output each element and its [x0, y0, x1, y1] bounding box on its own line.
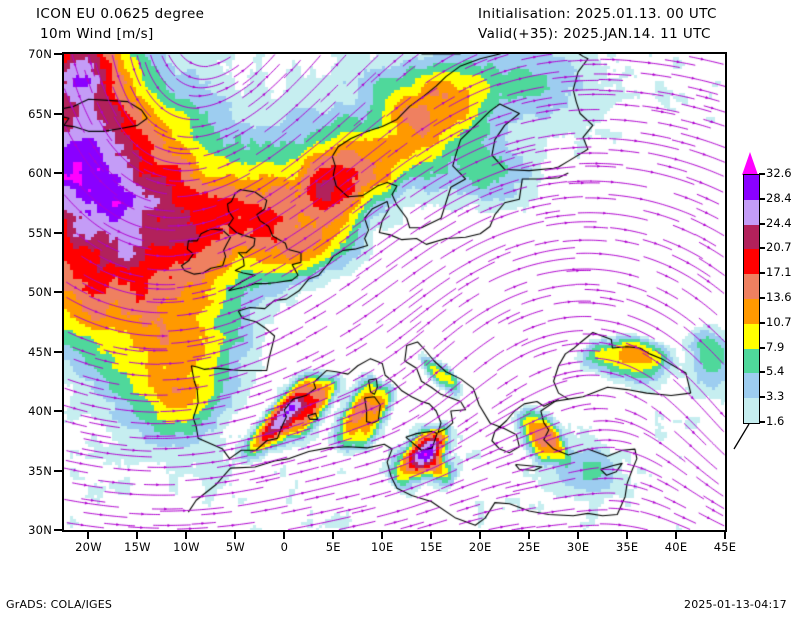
latitude-tick — [54, 112, 62, 115]
colorbar-tail-line — [733, 423, 750, 450]
longitude-tick-label: 30E — [566, 540, 590, 554]
longitude-tick-label: 15E — [419, 540, 443, 554]
colorbar-band — [744, 199, 759, 225]
colorbar-tick-label: 10.7 — [766, 314, 792, 329]
latitude-tick-label: 60N — [28, 166, 52, 180]
longitude-tick — [136, 532, 139, 539]
colorbar-tick — [759, 197, 765, 200]
longitude-tick-label: 10W — [173, 540, 200, 554]
longitude-tick — [577, 532, 580, 539]
latitude-tick — [54, 410, 62, 412]
latitude-tick-label: 55N — [28, 225, 52, 240]
longitude-tick — [381, 532, 384, 539]
colorbar-tick — [759, 321, 765, 324]
colorbar-tick — [759, 173, 765, 175]
latitude-tick — [54, 172, 62, 174]
latitude-tick-label: 65N — [28, 106, 52, 121]
colorbar-tick-label: 20.7 — [766, 240, 792, 255]
latitude-tick-label: 40N — [28, 404, 52, 418]
colorbar-tick-label: 1.6 — [766, 414, 785, 428]
initialisation-label: Initialisation: 2025.01.13. 00 UTC — [478, 6, 717, 22]
latitude-tick — [54, 529, 62, 531]
colorbar-tick — [759, 346, 765, 349]
colorbar-tick — [759, 396, 765, 399]
longitude-tick — [185, 532, 188, 539]
colorbar-underflow-tail — [730, 423, 750, 450]
longitude-tick-label: 0 — [280, 540, 289, 554]
longitude-tick — [332, 532, 335, 539]
wind-speed-colorbar[interactable] — [743, 174, 760, 424]
longitude-tick-label: 5E — [325, 540, 341, 554]
longitude-tick — [528, 532, 531, 539]
latitude-tick — [54, 350, 62, 353]
latitude-tick-label: 35N — [28, 463, 52, 478]
latitude-tick — [54, 291, 62, 293]
colorbar-band — [744, 274, 759, 299]
colorbar-tick — [759, 371, 765, 374]
longitude-tick — [626, 532, 629, 539]
colorbar-band — [744, 323, 759, 349]
longitude-tick — [430, 532, 433, 539]
colorbar-band — [744, 398, 759, 423]
colorbar-band — [744, 224, 759, 250]
colorbar-tick-label: 28.4 — [766, 190, 792, 205]
longitude-tick-label: 25E — [517, 540, 541, 554]
colorbar-tick-label: 5.4 — [766, 364, 785, 379]
colorbar-tick-label: 7.9 — [766, 339, 785, 354]
latitude-tick-label: 30N — [28, 523, 52, 537]
longitude-tick-label: 5W — [225, 540, 245, 554]
colorbar-tick — [759, 272, 765, 275]
valid-time-label: Valid(+35): 2025.JAN.14. 11 UTC — [478, 26, 711, 42]
colorbar-tick — [759, 297, 765, 299]
colorbar-tick — [759, 421, 765, 423]
render-timestamp: 2025-01-13-04:17 — [684, 598, 787, 611]
colorbar-band — [744, 348, 759, 374]
colorbar-band — [744, 249, 759, 275]
latitude-tick — [54, 469, 62, 472]
longitude-tick-label: 40E — [664, 540, 688, 554]
map-plot-area[interactable] — [62, 52, 727, 532]
grads-credit: GrADS: COLA/IGES — [6, 598, 113, 611]
colorbar-tick-label: 13.6 — [766, 290, 792, 304]
colorbar-tick — [759, 222, 765, 225]
longitude-tick-label: 20W — [75, 540, 102, 554]
latitude-tick-label: 45N — [28, 344, 52, 359]
colorbar-band — [744, 175, 759, 200]
latitude-tick — [54, 53, 62, 55]
longitude-tick — [283, 532, 286, 539]
colorbar-tick-label: 32.6 — [766, 166, 792, 180]
model-title: ICON EU 0.0625 degree — [36, 6, 205, 22]
longitude-tick — [724, 532, 726, 539]
colorbar-overflow-arrow — [742, 152, 758, 175]
colorbar-band — [744, 298, 759, 324]
colorbar-tick-label: 24.4 — [766, 215, 792, 230]
longitude-tick-label: 15W — [124, 540, 151, 554]
latitude-tick-label: 70N — [28, 47, 52, 61]
longitude-tick-label: 35E — [615, 540, 639, 554]
longitude-tick-label: 45E — [713, 540, 737, 554]
latitude-tick — [54, 231, 62, 234]
longitude-tick — [234, 532, 237, 539]
longitude-tick — [479, 532, 482, 539]
longitude-tick-label: 20E — [468, 540, 492, 554]
longitude-tick-label: 10E — [371, 540, 394, 554]
colorbar-band — [744, 373, 759, 399]
variable-title: 10m Wind [m/s] — [40, 26, 154, 42]
latitude-tick-label: 50N — [28, 285, 52, 299]
colorbar-tick-label: 3.3 — [766, 389, 785, 404]
longitude-tick — [675, 532, 678, 539]
wind-speed-heatmap — [64, 54, 725, 530]
longitude-tick — [87, 532, 90, 539]
colorbar-tick-label: 17.1 — [766, 265, 792, 280]
colorbar-tick — [759, 247, 765, 250]
